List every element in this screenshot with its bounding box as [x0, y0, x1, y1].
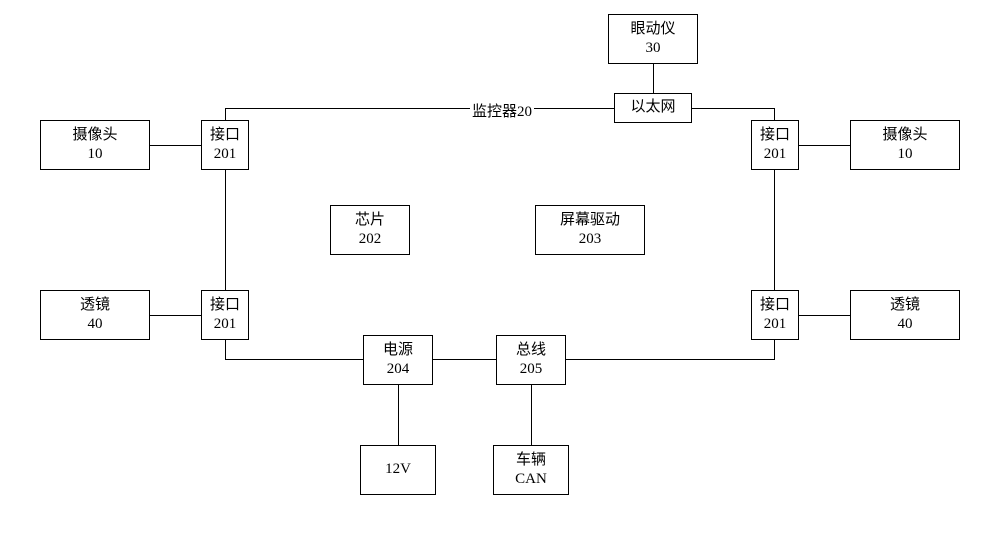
- ethernet-box: 以太网: [614, 93, 692, 123]
- interface-bl-label: 接口: [210, 296, 240, 316]
- interface-tr-label: 接口: [760, 126, 790, 146]
- interface-tr-box: 接口 201: [751, 120, 799, 170]
- interface-br-label: 接口: [760, 296, 790, 316]
- lens-left-label: 透镜: [80, 296, 110, 316]
- chip-label: 芯片: [355, 211, 385, 231]
- interface-tr-number: 201: [764, 145, 787, 165]
- camera-left-label: 摄像头: [72, 126, 117, 146]
- screen-driver-label: 屏幕驱动: [560, 211, 620, 231]
- power-number: 204: [387, 360, 410, 380]
- camera-right-box: 摄像头 10: [850, 120, 960, 170]
- eye-tracker-number: 30: [646, 39, 661, 59]
- edge-camera-left: [150, 145, 201, 146]
- camera-right-label: 摄像头: [882, 126, 927, 146]
- monitor-label: 监控器20: [470, 100, 534, 121]
- eye-tracker-box: 眼动仪 30: [608, 14, 698, 64]
- interface-br-number: 201: [764, 315, 787, 335]
- camera-left-number: 10: [88, 145, 103, 165]
- interface-bl-box: 接口 201: [201, 290, 249, 340]
- interface-tl-number: 201: [214, 145, 237, 165]
- eye-tracker-label: 眼动仪: [630, 20, 675, 40]
- screen-driver-number: 203: [579, 230, 602, 250]
- edge-camera-right: [799, 145, 850, 146]
- chip-number: 202: [359, 230, 382, 250]
- bus-box: 总线 205: [496, 335, 566, 385]
- can-label: 车辆: [516, 451, 546, 471]
- bus-number: 205: [520, 360, 543, 380]
- camera-left-box: 摄像头 10: [40, 120, 150, 170]
- lens-right-label: 透镜: [890, 296, 920, 316]
- interface-tl-label: 接口: [210, 126, 240, 146]
- bus-label: 总线: [516, 341, 546, 361]
- can-number: CAN: [515, 470, 547, 490]
- lens-left-box: 透镜 40: [40, 290, 150, 340]
- power-label: 电源: [383, 341, 413, 361]
- edge-bus-can: [531, 385, 532, 445]
- power-box: 电源 204: [363, 335, 433, 385]
- camera-right-number: 10: [898, 145, 913, 165]
- can-box: 车辆 CAN: [493, 445, 569, 495]
- monitor-frame: [225, 108, 775, 360]
- edge-lens-right: [799, 315, 850, 316]
- lens-right-box: 透镜 40: [850, 290, 960, 340]
- edge-power-12v: [398, 385, 399, 445]
- ethernet-label: 以太网: [630, 98, 675, 118]
- interface-br-box: 接口 201: [751, 290, 799, 340]
- chip-box: 芯片 202: [330, 205, 410, 255]
- volt-label: 12V: [385, 460, 411, 480]
- screen-driver-box: 屏幕驱动 203: [535, 205, 645, 255]
- lens-left-number: 40: [88, 315, 103, 335]
- interface-tl-box: 接口 201: [201, 120, 249, 170]
- edge-eyetracker-ethernet: [653, 64, 654, 93]
- edge-lens-left: [150, 315, 201, 316]
- volt-box: 12V: [360, 445, 436, 495]
- interface-bl-number: 201: [214, 315, 237, 335]
- lens-right-number: 40: [898, 315, 913, 335]
